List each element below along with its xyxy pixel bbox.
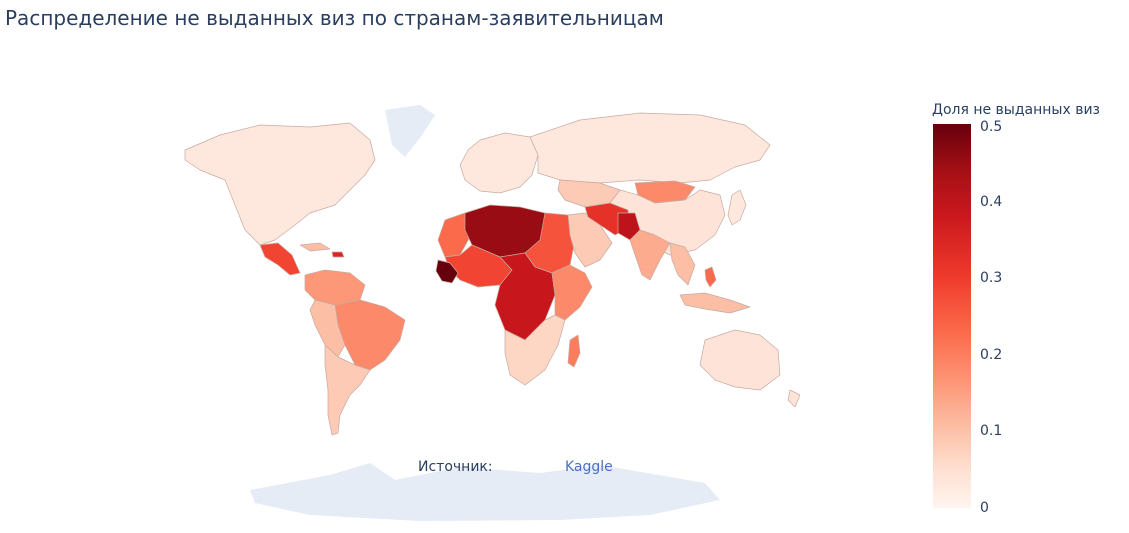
colorbar-gradient: [933, 124, 971, 508]
region-north-america[interactable]: [184, 122, 376, 246]
region-greenland[interactable]: [385, 105, 435, 157]
region-horn-of-africa[interactable]: [551, 264, 593, 321]
source-label: Источник:: [418, 459, 493, 475]
region-indonesia[interactable]: [679, 292, 751, 314]
colorbar-tick-0.5: 0.5: [980, 119, 1003, 135]
region-europe[interactable]: [459, 132, 539, 194]
region-haiti[interactable]: [331, 251, 345, 258]
region-colombia-venezuela[interactable]: [304, 269, 366, 306]
colorbar-tick-0.4: 0.4: [980, 194, 1003, 210]
region-central-america[interactable]: [259, 242, 301, 276]
map-svg[interactable]: [160, 95, 800, 525]
region-southern-africa[interactable]: [504, 314, 566, 386]
chart-title: Распределение не выданных виз по странам…: [5, 6, 664, 30]
region-india[interactable]: [629, 229, 671, 281]
region-madagascar[interactable]: [567, 334, 581, 368]
region-brazil[interactable]: [334, 299, 406, 371]
colorbar-tick-0.1: 0.1: [980, 423, 1003, 439]
region-philippines[interactable]: [704, 266, 717, 288]
colorbar-tick-0.3: 0.3: [980, 270, 1003, 286]
region-cuba[interactable]: [299, 242, 331, 252]
region-guinea[interactable]: [435, 259, 459, 284]
colorbar-title: Доля не выданных виз: [932, 102, 1100, 118]
colorbar-tick-0.2: 0.2: [980, 347, 1003, 363]
region-southeast-asia[interactable]: [669, 242, 696, 286]
region-new-zealand[interactable]: [787, 389, 800, 408]
region-russia[interactable]: [529, 112, 771, 184]
colorbar-tick-0: 0: [980, 500, 989, 516]
region-australia[interactable]: [699, 329, 781, 391]
region-southern-cone[interactable]: [324, 344, 371, 436]
region-japan[interactable]: [727, 189, 747, 226]
source-link[interactable]: Kaggle: [565, 459, 613, 475]
region-antarctica[interactable]: [250, 463, 720, 521]
world-map[interactable]: [160, 95, 800, 525]
